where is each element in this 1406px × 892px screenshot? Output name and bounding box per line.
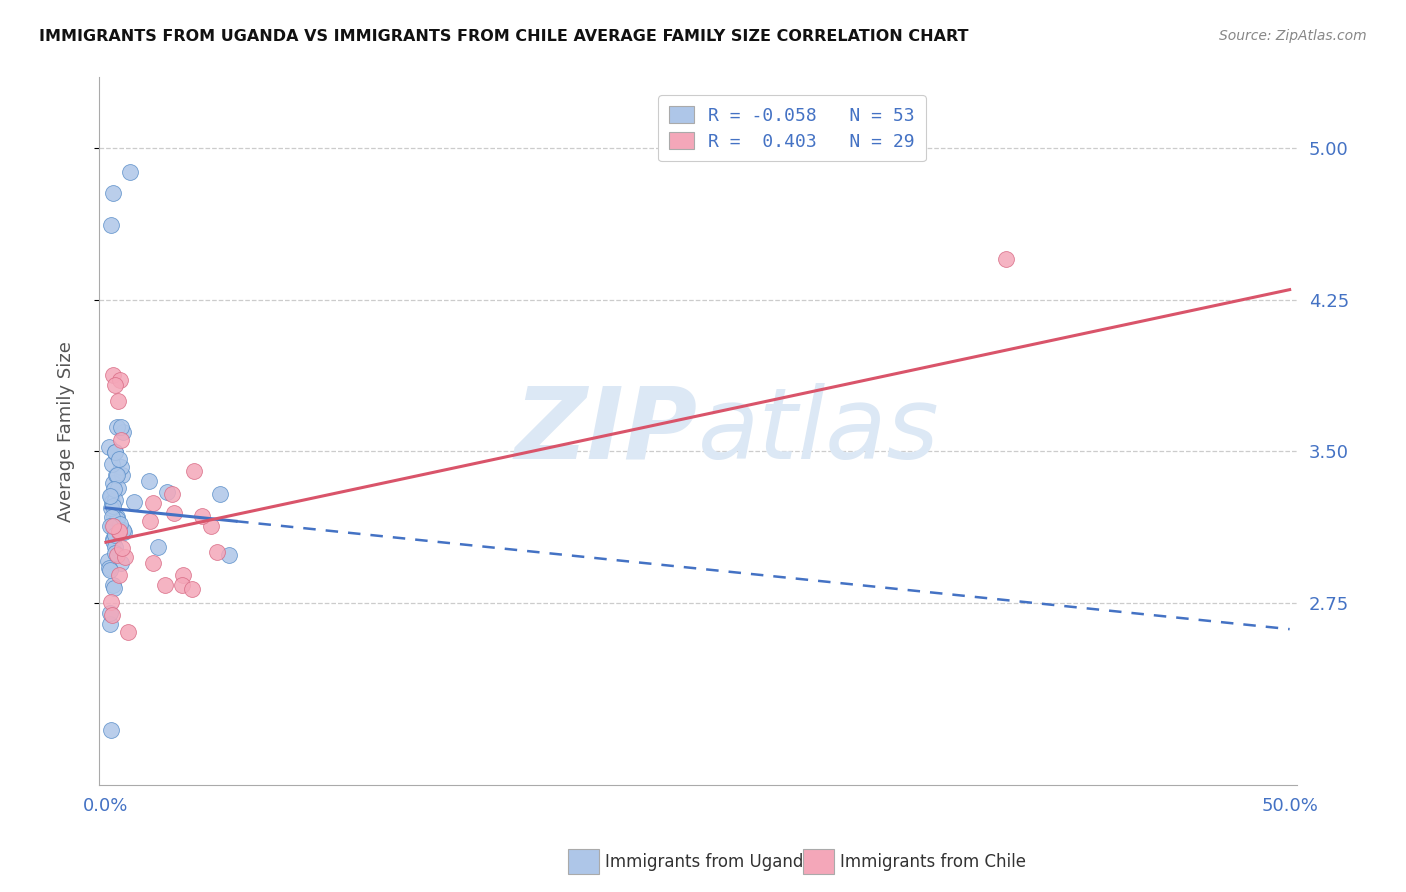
Point xyxy=(103,377,125,392)
Point xyxy=(107,393,129,408)
Point xyxy=(117,625,139,640)
Point xyxy=(110,557,132,571)
Text: Immigrants from Uganda: Immigrants from Uganda xyxy=(605,853,814,871)
Point xyxy=(101,476,124,491)
Point xyxy=(100,607,122,621)
Point xyxy=(162,487,184,501)
Point xyxy=(107,482,129,496)
Point xyxy=(101,532,124,546)
Point xyxy=(114,549,136,564)
Point xyxy=(101,519,124,533)
Point xyxy=(105,467,128,482)
Point xyxy=(97,554,120,568)
Point xyxy=(110,433,132,447)
Text: atlas: atlas xyxy=(697,383,939,480)
Point xyxy=(163,506,186,520)
Point xyxy=(110,460,132,475)
Point xyxy=(104,492,127,507)
Point xyxy=(218,548,240,562)
Point xyxy=(207,545,229,559)
Point xyxy=(107,525,129,540)
Point xyxy=(100,489,122,503)
Point xyxy=(153,578,176,592)
Point xyxy=(156,484,179,499)
Point xyxy=(100,501,122,516)
Point xyxy=(104,528,127,542)
Point xyxy=(111,425,134,439)
Point xyxy=(107,468,129,483)
Point xyxy=(111,541,134,555)
Point xyxy=(101,186,124,200)
Point xyxy=(101,578,124,592)
Point xyxy=(101,500,124,514)
Point xyxy=(181,582,204,596)
Point xyxy=(98,617,121,632)
Point xyxy=(101,533,124,548)
Y-axis label: Average Family Size: Average Family Size xyxy=(58,341,75,522)
Point xyxy=(112,523,135,537)
Point xyxy=(104,445,127,459)
Point xyxy=(139,515,162,529)
Point xyxy=(105,512,128,526)
Point xyxy=(146,540,169,554)
Legend: R = -0.058   N = 53, R =  0.403   N = 29: R = -0.058 N = 53, R = 0.403 N = 29 xyxy=(658,95,927,161)
Point xyxy=(103,483,125,497)
Point xyxy=(108,568,131,582)
Point xyxy=(103,581,125,595)
Point xyxy=(110,373,132,387)
Point xyxy=(98,489,121,503)
Point xyxy=(101,457,124,471)
Point xyxy=(98,440,121,454)
Point xyxy=(101,518,124,533)
Point xyxy=(101,510,124,524)
Point xyxy=(98,563,121,577)
Point xyxy=(101,607,124,622)
Point xyxy=(172,568,194,582)
Text: Immigrants from Chile: Immigrants from Chile xyxy=(839,853,1026,871)
Point xyxy=(107,524,129,538)
Point xyxy=(108,452,131,467)
Point xyxy=(183,464,205,478)
Point xyxy=(112,524,135,539)
Text: ZIP: ZIP xyxy=(515,383,697,480)
Point xyxy=(994,252,1017,267)
Point xyxy=(142,556,165,570)
Point xyxy=(105,420,128,434)
Point xyxy=(100,218,122,232)
Point xyxy=(108,516,131,531)
Point xyxy=(101,368,124,382)
Point xyxy=(100,595,122,609)
Point xyxy=(107,549,129,563)
Point xyxy=(104,546,127,560)
Point xyxy=(191,508,214,523)
Point xyxy=(104,445,127,459)
Point xyxy=(138,475,160,489)
Point xyxy=(142,496,165,510)
Point xyxy=(110,419,132,434)
Point xyxy=(104,540,127,554)
Point xyxy=(100,723,122,738)
Text: IMMIGRANTS FROM UGANDA VS IMMIGRANTS FROM CHILE AVERAGE FAMILY SIZE CORRELATION : IMMIGRANTS FROM UGANDA VS IMMIGRANTS FRO… xyxy=(39,29,969,44)
Point xyxy=(97,561,120,575)
Point xyxy=(98,519,121,533)
Point xyxy=(170,577,193,591)
Point xyxy=(110,468,132,483)
Point xyxy=(118,165,141,179)
Point xyxy=(105,510,128,524)
Point xyxy=(103,508,125,523)
Point xyxy=(208,487,231,501)
Text: Source: ZipAtlas.com: Source: ZipAtlas.com xyxy=(1219,29,1367,43)
Point xyxy=(101,494,124,508)
Point xyxy=(124,495,146,509)
Point xyxy=(200,519,222,533)
